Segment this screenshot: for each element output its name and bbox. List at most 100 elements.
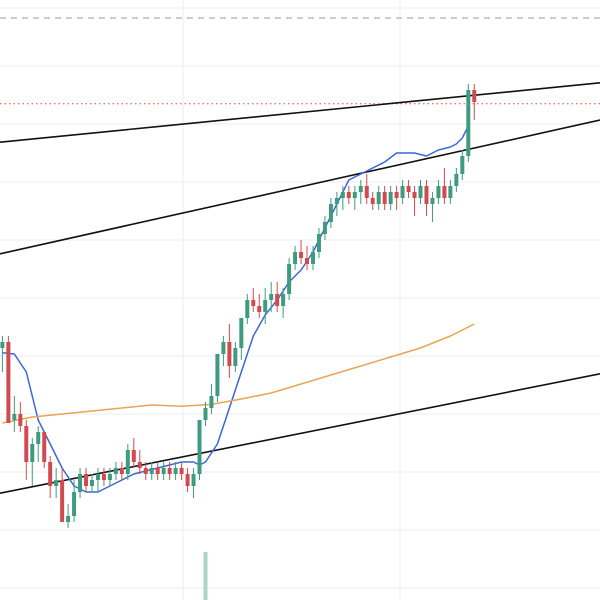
candle-body xyxy=(448,186,453,198)
candle-body xyxy=(54,480,59,486)
candle-1 xyxy=(6,336,11,423)
candle-body xyxy=(370,198,375,204)
candle-body xyxy=(215,354,220,396)
candle-body xyxy=(143,468,148,474)
candle-36 xyxy=(215,354,220,402)
candle-60 xyxy=(358,180,363,204)
candle-16 xyxy=(95,468,100,492)
candle-54 xyxy=(322,216,327,240)
candle-24 xyxy=(143,462,148,480)
candle-body xyxy=(472,90,477,102)
candle-5 xyxy=(30,438,35,486)
candle-43 xyxy=(257,294,262,318)
candle-72 xyxy=(430,192,435,222)
candle-body xyxy=(125,450,130,474)
candles-layer xyxy=(0,84,477,528)
candle-body xyxy=(89,480,94,486)
candle-body xyxy=(460,156,465,174)
candle-29 xyxy=(173,462,178,480)
candle-body xyxy=(376,192,381,204)
candle-74 xyxy=(442,168,447,204)
volume-bar-0 xyxy=(203,552,208,600)
candle-17 xyxy=(101,468,106,486)
candle-body xyxy=(179,468,184,474)
candle-3 xyxy=(18,402,23,432)
candle-body xyxy=(131,450,136,462)
candle-32 xyxy=(191,468,196,498)
candle-33 xyxy=(197,420,202,480)
candle-body xyxy=(0,342,5,348)
candle-78 xyxy=(466,84,471,162)
candle-body xyxy=(382,192,387,204)
candle-58 xyxy=(346,186,351,204)
candle-body xyxy=(173,468,178,474)
candle-body xyxy=(466,90,471,156)
candle-28 xyxy=(167,462,172,480)
candle-79 xyxy=(472,84,477,120)
candle-body xyxy=(227,342,232,366)
candle-52 xyxy=(310,246,315,270)
middle-trendline xyxy=(0,119,600,255)
candle-44 xyxy=(263,288,268,324)
candle-body xyxy=(275,294,280,306)
candle-body xyxy=(388,192,393,204)
candle-63 xyxy=(376,186,381,210)
candle-body xyxy=(113,468,118,474)
candle-body xyxy=(78,474,83,492)
reference-lines-layer xyxy=(0,17,600,105)
candle-body xyxy=(394,192,399,198)
candle-body xyxy=(233,348,238,366)
candle-body xyxy=(167,468,172,474)
candle-body xyxy=(287,264,292,294)
candle-51 xyxy=(305,246,310,270)
candle-27 xyxy=(161,462,166,480)
candle-25 xyxy=(149,462,154,480)
candle-65 xyxy=(388,186,393,210)
candle-body xyxy=(263,300,268,312)
candle-56 xyxy=(334,192,339,216)
candle-59 xyxy=(352,186,357,210)
candle-body xyxy=(299,252,304,258)
candle-45 xyxy=(269,282,274,312)
candle-48 xyxy=(287,258,292,300)
candle-47 xyxy=(281,288,286,318)
candle-12 xyxy=(72,480,77,522)
candle-body xyxy=(95,474,100,480)
candle-10 xyxy=(60,468,65,522)
candle-64 xyxy=(382,186,387,210)
candle-77 xyxy=(460,150,465,180)
candle-body xyxy=(137,462,142,468)
candle-71 xyxy=(424,180,429,216)
candle-4 xyxy=(24,420,29,480)
candle-61 xyxy=(364,174,369,204)
candle-body xyxy=(245,300,250,318)
candle-body xyxy=(346,192,351,198)
candle-76 xyxy=(454,168,459,192)
candle-14 xyxy=(84,468,89,492)
candle-body xyxy=(281,294,286,306)
candle-body xyxy=(42,432,47,462)
candle-body xyxy=(269,294,274,300)
candle-body xyxy=(209,396,214,408)
candle-55 xyxy=(328,198,333,228)
candle-body xyxy=(12,414,17,420)
candle-body xyxy=(24,426,29,462)
candle-body xyxy=(352,192,357,198)
candle-body xyxy=(310,252,315,264)
candle-body xyxy=(84,474,89,486)
candle-50 xyxy=(299,240,304,264)
candle-38 xyxy=(227,324,232,378)
candle-18 xyxy=(107,468,112,486)
candle-67 xyxy=(400,180,405,204)
candle-46 xyxy=(275,282,280,312)
candle-body xyxy=(191,474,196,486)
candle-body xyxy=(149,468,154,474)
candle-66 xyxy=(394,186,399,210)
candle-31 xyxy=(185,468,190,492)
candle-75 xyxy=(448,180,453,204)
candle-body xyxy=(430,198,435,204)
candle-42 xyxy=(251,288,256,312)
candle-11 xyxy=(66,504,71,528)
candle-body xyxy=(48,462,53,486)
